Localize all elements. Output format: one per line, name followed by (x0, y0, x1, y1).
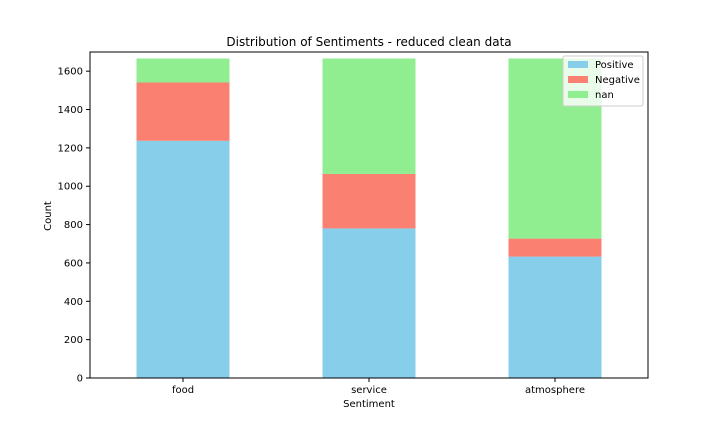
chart-title: Distribution of Sentiments - reduced cle… (226, 35, 511, 49)
x-axis-title: Sentiment (343, 399, 395, 410)
y-tick-label: 0 (77, 374, 83, 385)
legend-label-negative: Negative (595, 75, 640, 86)
bar-atmosphere-positive (508, 256, 602, 378)
legend: Positive Negative nan (562, 55, 644, 107)
legend-label-nan: nan (595, 90, 614, 101)
y-tick-label: 1200 (58, 143, 83, 154)
bar-service-negative (322, 173, 416, 229)
bar-service-nan (322, 58, 416, 174)
plot-frame (89, 51, 649, 379)
bar-service-positive (322, 228, 416, 378)
bar-food-negative (136, 82, 230, 141)
y-tick-label: 200 (64, 335, 83, 346)
bars-layer (136, 58, 602, 378)
y-tick-label: 400 (64, 297, 83, 308)
legend-label-positive: Positive (595, 60, 634, 71)
x-tick-label: atmosphere (525, 385, 585, 396)
legend-swatch-positive (568, 61, 588, 68)
y-axis-ticks: 0 200 400 600 800 1000 1200 1400 1600 (58, 67, 90, 385)
x-tick-label: food (172, 385, 194, 396)
y-tick-label: 800 (64, 220, 83, 231)
y-tick-label: 1000 (58, 182, 83, 193)
bar-food-positive (136, 140, 230, 378)
x-axis-ticks: food service atmosphere (172, 378, 585, 396)
legend-swatch-nan (568, 91, 588, 98)
y-tick-label: 600 (64, 258, 83, 269)
bar-food-nan (136, 58, 230, 83)
x-tick-label: service (351, 385, 387, 396)
y-axis-title: Count (43, 201, 54, 231)
legend-swatch-negative (568, 76, 588, 83)
bar-atmosphere-negative (508, 238, 602, 257)
y-tick-label: 1400 (58, 105, 83, 116)
y-tick-label: 1600 (58, 67, 83, 78)
